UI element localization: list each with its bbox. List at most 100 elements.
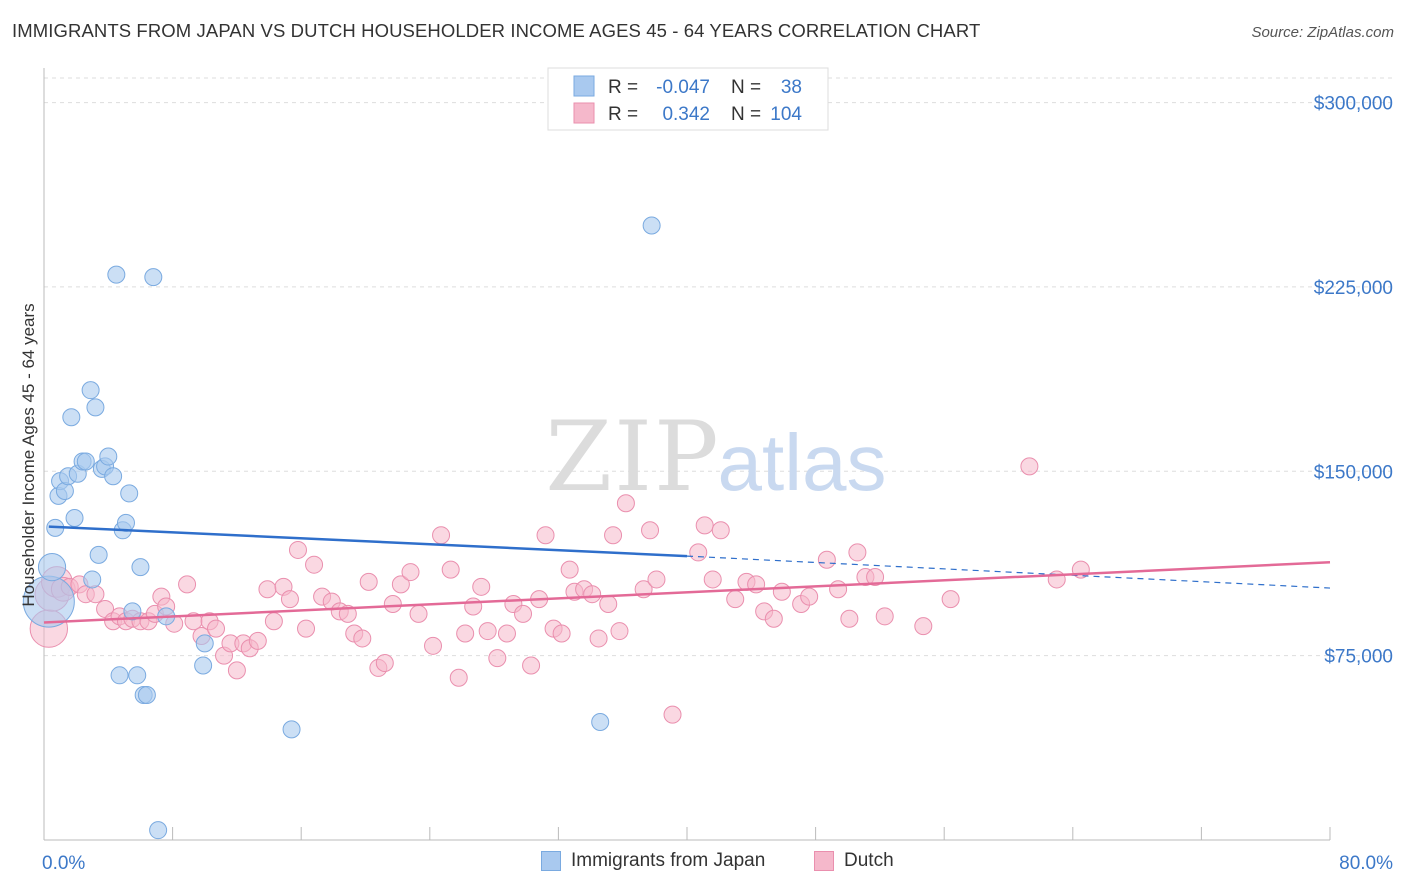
dutch-point <box>353 629 372 648</box>
legend-n-label: N = <box>731 104 761 125</box>
dutch-point <box>478 622 497 641</box>
dutch-point <box>848 543 867 562</box>
legend-swatch-japan <box>541 851 561 871</box>
legend-item-japan: Immigrants from Japan <box>541 850 765 872</box>
dutch-point <box>536 526 555 545</box>
dutch-point <box>488 649 507 668</box>
dutch-point <box>647 570 666 589</box>
legend-r-value: 0.342 <box>662 104 710 125</box>
dutch-point <box>610 622 629 641</box>
japan-point <box>642 216 661 235</box>
japan-points <box>22 216 661 840</box>
dutch-point <box>401 563 420 582</box>
dutch-point <box>409 604 428 623</box>
dutch-point <box>1047 570 1066 589</box>
japan-point <box>81 381 100 400</box>
japan-point <box>149 821 168 840</box>
trend-lines <box>43 525 1331 624</box>
japan-point <box>107 265 126 284</box>
dutch-point <box>383 595 402 614</box>
watermark: ZIP atlas <box>545 401 886 513</box>
dutch-point <box>305 555 324 574</box>
watermark-zip: ZIP <box>545 401 720 513</box>
dutch-trend-line <box>43 560 1331 624</box>
dutch-point <box>840 609 859 628</box>
source-credit: Source: ZipAtlas.com <box>1251 24 1394 41</box>
legend-label-japan: Immigrants from Japan <box>571 850 766 871</box>
dutch-point <box>875 607 894 626</box>
japan-point <box>137 685 156 704</box>
dutch-point <box>1020 457 1039 476</box>
dutch-points <box>29 457 1090 724</box>
japan-point <box>55 481 74 500</box>
japan-point <box>123 602 142 621</box>
dutch-point <box>514 604 533 623</box>
dutch-point <box>391 575 410 594</box>
dutch-point <box>522 656 541 675</box>
dutch-point <box>599 595 618 614</box>
dutch-point <box>424 636 443 655</box>
chart-title: IMMIGRANTS FROM JAPAN VS DUTCH HOUSEHOLD… <box>12 20 981 41</box>
japan-trend-extension <box>686 555 1331 589</box>
dutch-point <box>560 560 579 579</box>
dutch-point <box>472 577 491 596</box>
legend-n-value: 38 <box>781 77 802 98</box>
dutch-point <box>800 587 819 606</box>
dutch-point <box>914 617 933 636</box>
y-tick-label: $300,000 <box>1314 94 1393 115</box>
legend-r-value: -0.047 <box>656 77 710 98</box>
dutch-point <box>663 705 682 724</box>
dutch-point <box>941 590 960 609</box>
japan-point <box>76 452 95 471</box>
legend-r-label: R = <box>608 104 638 125</box>
dutch-point <box>449 668 468 687</box>
tick-labels: $75,000 $150,000 $225,000 $300,000 0.0% 80.0% <box>42 94 1393 874</box>
dutch-point <box>456 624 475 643</box>
legend-swatch-dutch <box>814 851 834 871</box>
legend-label-dutch: Dutch <box>844 850 894 871</box>
dutch-point <box>764 609 783 628</box>
dutch-point <box>86 585 105 604</box>
japan-point <box>83 570 102 589</box>
japan-point <box>89 545 108 564</box>
dutch-point <box>178 575 197 594</box>
legend-r-label: R = <box>608 77 638 98</box>
y-tick-label: $150,000 <box>1314 462 1393 483</box>
dutch-point <box>464 597 483 616</box>
y-tick-label: $75,000 <box>1324 647 1393 668</box>
dutch-point <box>695 516 714 535</box>
japan-point <box>591 713 610 732</box>
y-tick-label: $225,000 <box>1314 278 1393 299</box>
y-axis-label: Householder Income Ages 45 - 64 years <box>19 303 38 606</box>
dutch-point <box>288 540 307 559</box>
dutch-point <box>375 654 394 673</box>
dutch-point <box>359 572 378 591</box>
japan-point <box>110 666 129 685</box>
watermark-atlas: atlas <box>718 418 887 507</box>
dutch-point <box>589 629 608 648</box>
japan-point <box>104 467 123 486</box>
japan-point <box>99 447 118 466</box>
dutch-point <box>866 567 885 586</box>
dutch-point <box>280 590 299 609</box>
japan-point <box>128 666 147 685</box>
dutch-point <box>264 612 283 631</box>
x-tick-label: 0.0% <box>42 853 85 874</box>
japan-point <box>62 408 81 427</box>
dutch-point <box>689 543 708 562</box>
dutch-point <box>829 580 848 599</box>
dutch-point <box>497 624 516 643</box>
dutch-point <box>616 494 635 513</box>
japan-point <box>86 398 105 417</box>
dutch-point <box>583 585 602 604</box>
legend-swatch-dutch <box>573 102 595 124</box>
legend-n-value: 104 <box>770 104 802 125</box>
dutch-point <box>641 521 660 540</box>
japan-point <box>131 558 150 577</box>
dutch-point <box>227 661 246 680</box>
legend-item-dutch: Dutch <box>814 850 894 872</box>
dutch-point <box>726 590 745 609</box>
legend-swatch-japan <box>573 75 595 97</box>
japan-point <box>120 484 139 503</box>
